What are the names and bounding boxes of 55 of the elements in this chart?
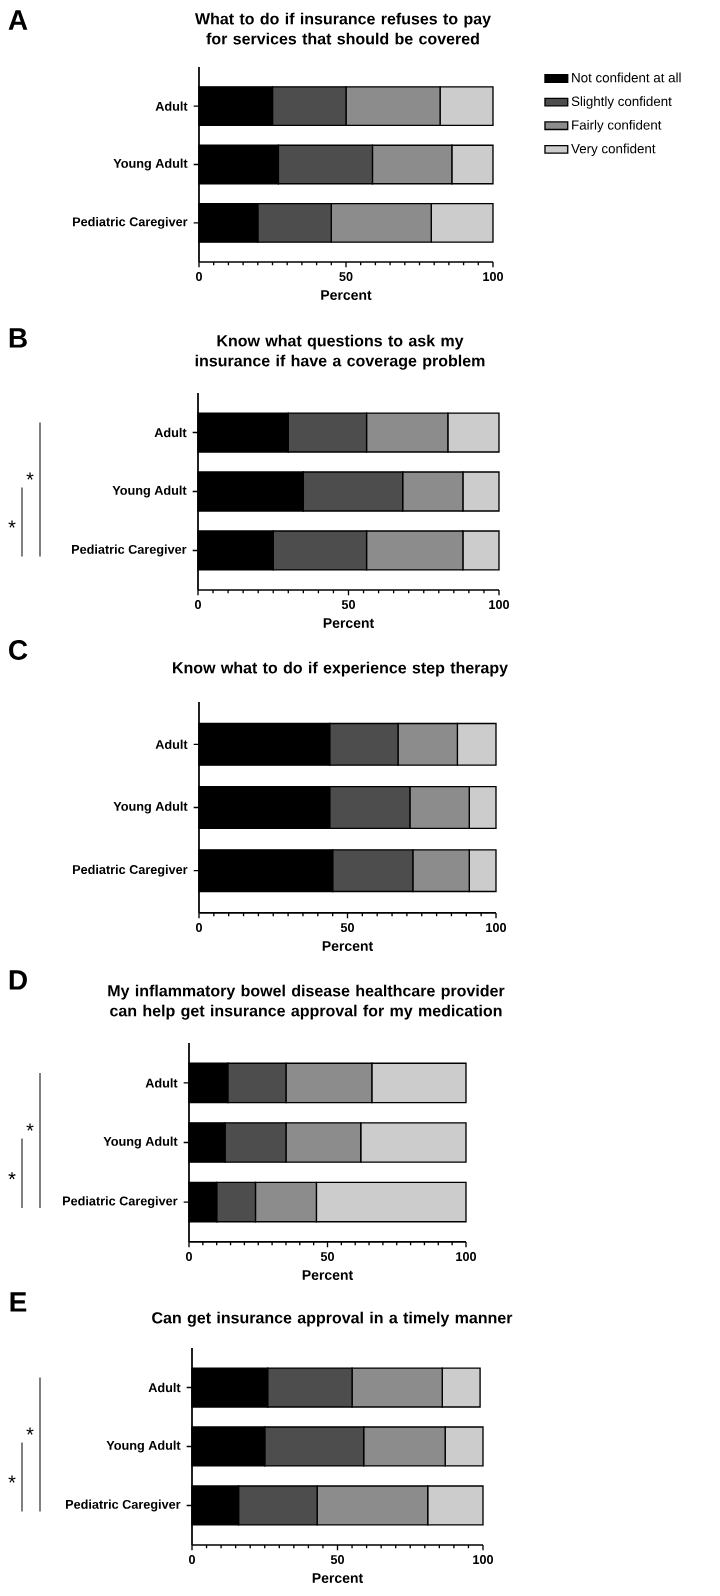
x-tick-label: 0 bbox=[194, 600, 201, 610]
y-tick-label: Young Adult bbox=[113, 801, 188, 814]
text: D bbox=[9, 970, 27, 990]
x-tick-label: 100 bbox=[473, 1555, 494, 1564]
x-axis-title: Percent bbox=[322, 941, 373, 951]
legend-label: Slightly confident bbox=[571, 96, 672, 109]
x-axis-title: Percent bbox=[312, 1573, 363, 1583]
text: * bbox=[26, 1123, 34, 1131]
chart-title: Can get insurance approval in a timely manner bbox=[152, 1311, 513, 1327]
text: * bbox=[26, 472, 34, 480]
legend-label: Not confident at all bbox=[572, 72, 681, 83]
y-tick-label: Pediatric Caregiver bbox=[73, 216, 188, 229]
text: * bbox=[26, 1427, 34, 1435]
y-tick-label: Pediatric Caregiver bbox=[73, 864, 188, 877]
y-tick-label: Pediatric Caregiver bbox=[72, 544, 187, 557]
x-tick-label: 100 bbox=[456, 1252, 477, 1262]
x-axis-title: Percent bbox=[323, 618, 374, 628]
y-tick-label: Adult bbox=[155, 739, 188, 749]
x-tick-label: 0 bbox=[185, 1252, 192, 1262]
y-tick-label: Pediatric Caregiver bbox=[63, 1196, 178, 1208]
text: A bbox=[8, 10, 28, 30]
chart-title: Know what to do if experience step therapy bbox=[173, 661, 508, 677]
x-axis-title: Percent bbox=[321, 290, 372, 300]
y-tick-label: Pediatric Caregiver bbox=[66, 1499, 181, 1512]
x-axis-title: Percent bbox=[302, 1270, 353, 1280]
y-tick-label: Young Adult bbox=[112, 485, 187, 498]
text: C bbox=[9, 640, 28, 660]
text: * bbox=[8, 1475, 16, 1483]
x-tick-label: 50 bbox=[340, 923, 355, 933]
y-tick-label: Adult bbox=[148, 1382, 181, 1393]
y-tick-label: Adult bbox=[145, 1078, 178, 1088]
chart-title: What to do if insurance refuses to pay for services that should be covered bbox=[195, 12, 491, 45]
x-tick-label: 100 bbox=[486, 923, 507, 933]
y-tick-label: Young Adult bbox=[113, 158, 188, 171]
x-tick-label: 0 bbox=[195, 923, 202, 933]
chart-title: My inflammatory bowel disease healthcare provider can help get insurance approval for my medication bbox=[108, 984, 505, 1020]
text: * bbox=[8, 1172, 16, 1180]
y-tick-label: Adult bbox=[154, 427, 187, 438]
text: E bbox=[10, 1292, 27, 1312]
x-tick-label: 0 bbox=[195, 272, 202, 282]
y-tick-label: Young Adult bbox=[106, 1440, 181, 1453]
x-tick-label: 50 bbox=[341, 600, 356, 610]
y-tick-label: Young Adult bbox=[103, 1136, 178, 1149]
legend-label: Very confident bbox=[571, 143, 656, 156]
x-tick-label: 100 bbox=[489, 600, 510, 610]
x-tick-label: 0 bbox=[188, 1555, 195, 1564]
text: B bbox=[9, 328, 27, 348]
x-tick-label: 50 bbox=[330, 1555, 345, 1564]
x-tick-label: 50 bbox=[320, 1252, 335, 1262]
x-tick-label: 50 bbox=[339, 272, 353, 282]
text: * bbox=[8, 520, 16, 528]
legend-label: Fairly confident bbox=[572, 119, 662, 133]
y-tick-label: Adult bbox=[155, 101, 188, 111]
x-tick-label: 100 bbox=[483, 272, 504, 282]
chart-title: Know what questions to ask my insurance if have a coverage problem bbox=[195, 334, 485, 370]
